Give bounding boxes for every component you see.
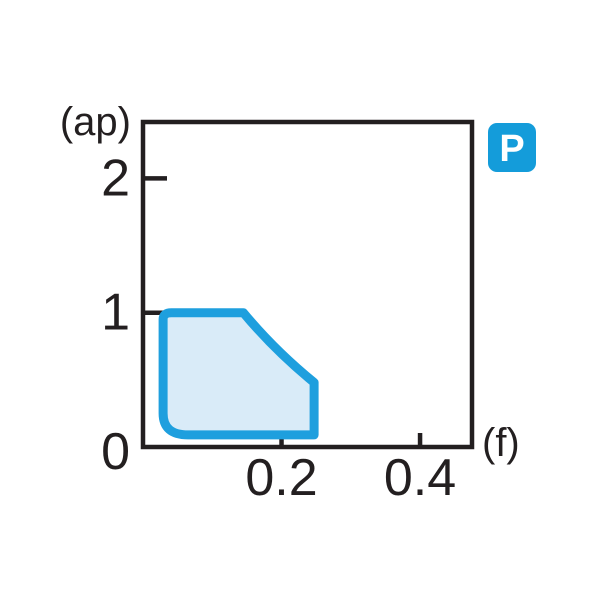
y-axis-label: (ap) [60, 100, 131, 144]
x-tick-label-0: 0.2 [245, 449, 317, 507]
x-tick-label-1: 0.4 [384, 449, 456, 507]
y-tick-label-0: 1 [101, 284, 130, 342]
p-grade-badge-label: P [499, 128, 524, 170]
y-tick-label-1: 2 [101, 149, 130, 207]
origin-label: 0 [101, 423, 130, 481]
x-axis-label: (f) [482, 421, 520, 465]
application-range-region [158, 308, 319, 440]
p-grade-badge [488, 123, 536, 172]
